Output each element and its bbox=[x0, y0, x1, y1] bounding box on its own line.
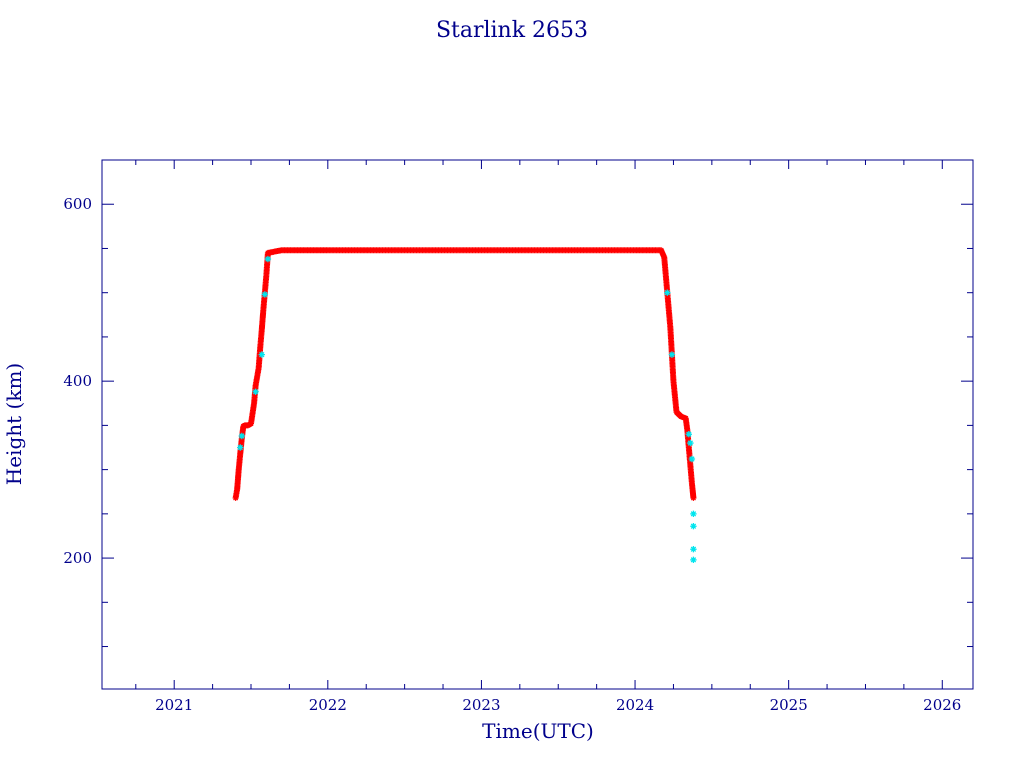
y-tick-label: 200 bbox=[63, 549, 92, 567]
chart-title: Starlink 2653 bbox=[436, 18, 588, 43]
y-tick-label: 600 bbox=[63, 195, 92, 213]
series-line bbox=[235, 249, 694, 498]
data-series bbox=[232, 247, 697, 564]
series-secondary bbox=[237, 255, 697, 564]
x-tick-label: 2026 bbox=[923, 696, 961, 714]
y-axis-ticks: 200 400 600 bbox=[63, 159, 973, 648]
x-tick-label: 2023 bbox=[462, 696, 500, 714]
series-markers bbox=[232, 247, 697, 501]
x-axis-label: Time(UTC) bbox=[482, 719, 594, 743]
x-axis-ticks: 2021 2022 2023 2024 2025 2026 bbox=[135, 160, 961, 714]
x-tick-label: 2024 bbox=[616, 696, 654, 714]
y-tick-label: 400 bbox=[63, 372, 92, 390]
series-primary bbox=[232, 247, 697, 501]
x-tick-label: 2025 bbox=[770, 696, 808, 714]
series-markers bbox=[237, 255, 697, 564]
x-tick-label: 2022 bbox=[309, 696, 347, 714]
x-tick-label: 2021 bbox=[155, 696, 193, 714]
plot-frame bbox=[101, 159, 974, 690]
y-axis-label: Height (km) bbox=[2, 363, 26, 485]
